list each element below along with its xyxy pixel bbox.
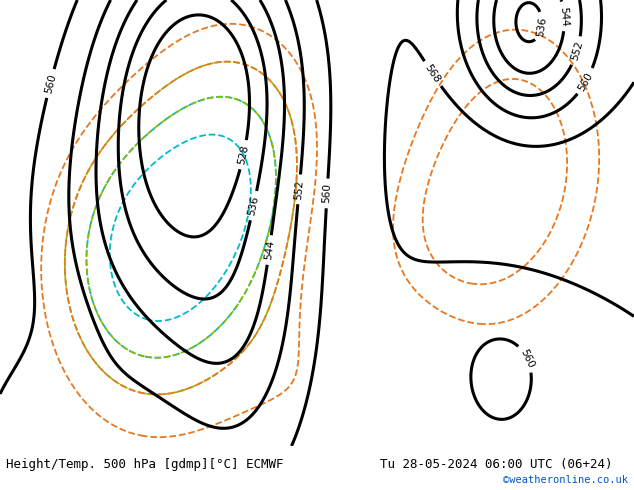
Text: 544: 544 [263,240,276,261]
Text: 560: 560 [321,183,333,203]
Text: 536: 536 [247,195,261,217]
Text: 560: 560 [576,71,595,93]
Text: ©weatheronline.co.uk: ©weatheronline.co.uk [503,475,628,485]
Text: 568: 568 [423,63,443,85]
Text: 560: 560 [43,73,58,94]
Text: 544: 544 [559,6,570,26]
Text: 528: 528 [236,144,250,166]
Text: 560: 560 [518,347,536,369]
Text: 552: 552 [569,40,585,62]
Text: Height/Temp. 500 hPa [gdmp][°C] ECMWF: Height/Temp. 500 hPa [gdmp][°C] ECMWF [6,458,284,471]
Text: Tu 28-05-2024 06:00 UTC (06+24): Tu 28-05-2024 06:00 UTC (06+24) [380,458,613,471]
Text: 536: 536 [535,16,548,37]
Text: 552: 552 [294,179,305,200]
